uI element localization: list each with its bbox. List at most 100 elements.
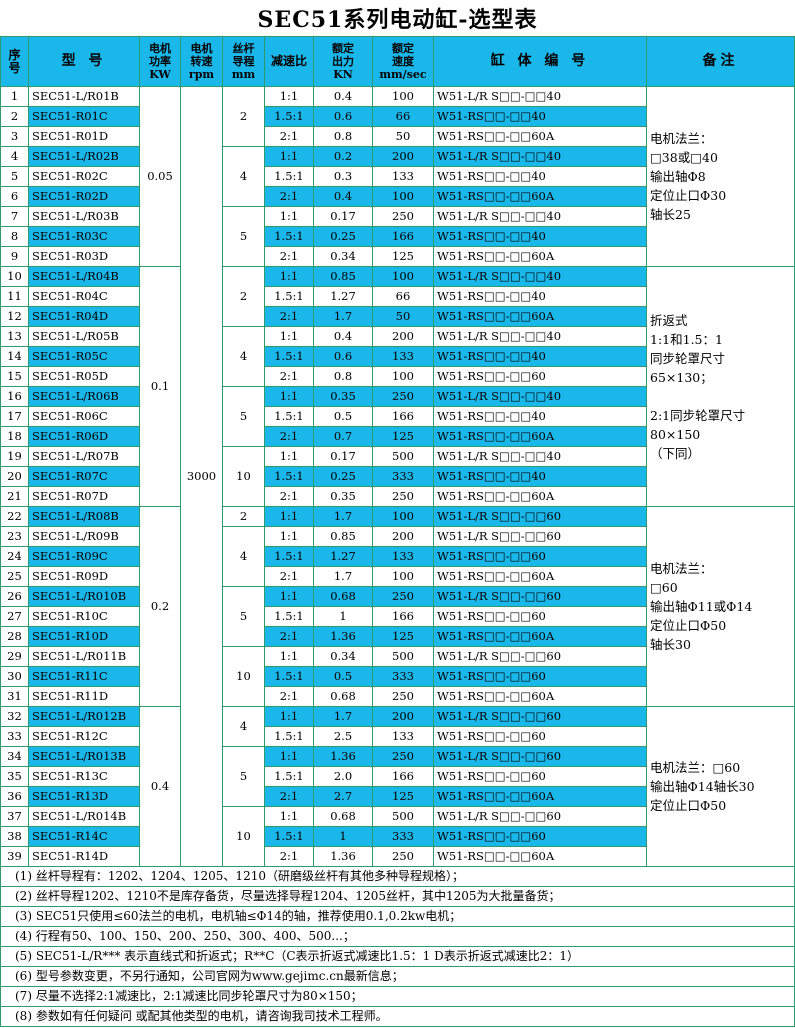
force-cell: 1.36: [313, 626, 373, 647]
code-cell: W51-RS□□-□□60A: [433, 126, 647, 147]
model-cell: SEC51-R09D: [28, 566, 140, 587]
note-text: (1) 丝杆导程有：1202、1204、1205、1210（研磨级丝杆有其他多种…: [0, 866, 795, 887]
header-line: 额定: [392, 42, 414, 55]
note-row: (5) SEC51-L/R*** 表示直线式和折返式；R**C（C表示折返式减速…: [0, 946, 795, 967]
remark-line: 同步轮罩尺寸: [650, 350, 726, 366]
row-number: 34: [0, 746, 29, 767]
remark-line: （下同）: [650, 445, 701, 461]
remark-line: 折返式: [650, 312, 688, 328]
table-row: 25 SEC51-R09D 2:1 1.7 100 W51-RS□□-□□60A: [0, 566, 795, 587]
velocity-cell: 66: [372, 106, 434, 127]
lead-cell: 10: [222, 446, 265, 507]
model-cell: SEC51-L/R05B: [28, 326, 140, 347]
code-cell: W51-RS□□-□□60: [433, 366, 647, 387]
model-cell: SEC51-L/R07B: [28, 446, 140, 467]
remark-line: 定位止口Φ30: [650, 188, 727, 203]
table-row: 30 SEC51-R11C 1.5:1 0.5 333 W51-RS□□-□□60: [0, 666, 795, 687]
remark-cell: 电机法兰： □38或□40 输出轴Φ8 定位止口Φ30 轴长25: [646, 86, 795, 267]
force-cell: 0.4: [313, 326, 373, 347]
velocity-cell: 125: [372, 246, 434, 267]
lead-cell: 2: [222, 506, 265, 527]
ratio-cell: 1.5:1: [264, 406, 314, 427]
header-motor-speed: 电机 转速 rpm: [180, 36, 223, 87]
code-cell: W51-RS□□-□□60A: [433, 186, 647, 207]
header-power: 电机 功率 KW: [139, 36, 181, 87]
force-cell: 1.27: [313, 546, 373, 567]
force-cell: 0.25: [313, 466, 373, 487]
header-line: rpm: [188, 68, 215, 81]
code-cell: W51-RS□□-□□60A: [433, 306, 647, 327]
velocity-cell: 133: [372, 166, 434, 187]
code-cell: W51-RS□□-□□60A: [433, 626, 647, 647]
velocity-cell: 200: [372, 706, 434, 727]
velocity-cell: 500: [372, 806, 434, 827]
code-cell: W51-L/R S□□-□□60: [433, 586, 647, 607]
ratio-cell: 1:1: [264, 86, 314, 107]
remark-cell: 电机法兰： □60 输出轴Φ11或Φ14 定位止口Φ50 轴长30: [646, 506, 795, 707]
force-cell: 0.35: [313, 386, 373, 407]
force-cell: 0.5: [313, 666, 373, 687]
row-number: 29: [0, 646, 29, 667]
row-number: 9: [0, 246, 29, 267]
code-cell: W51-RS□□-□□60A: [433, 426, 647, 447]
force-cell: 0.35: [313, 486, 373, 507]
note-row: (7) 尽量不选择2:1减速比，2:1减速比同步轮罩尺寸为80×150；: [0, 986, 795, 1007]
table-row: 1 SEC51-L/R01B 0.05 3000 2 1:1 0.4 100 W51-L/R S…: [0, 86, 795, 867]
model-cell: SEC51-R02D: [28, 186, 140, 207]
remark-line: 电机法兰：: [650, 131, 713, 146]
header-ratio: 减速比: [264, 36, 314, 87]
note-row: (3) SEC51只使用≤60法兰的电机，电机轴≤Φ14的轴，推荐使用0.1,0…: [0, 906, 795, 927]
table-row: 16 SEC51-L/R06B 5 1:1 0.35 250 W51-L/R S□□-□□4…: [0, 386, 795, 447]
code-cell: W51-L/R S□□-□□40: [433, 446, 647, 467]
row-number: 24: [0, 546, 29, 567]
model-cell: SEC51-R01C: [28, 106, 140, 127]
force-cell: 2.5: [313, 726, 373, 747]
velocity-cell: 250: [372, 206, 434, 227]
code-cell: W51-L/R S□□-□□60: [433, 526, 647, 547]
force-cell: 2.0: [313, 766, 373, 787]
table-row: 21 SEC51-R07D 2:1 0.35 250 W51-RS□□-□□60A: [0, 486, 795, 507]
header-line: KW: [149, 68, 171, 81]
force-cell: 1.36: [313, 746, 373, 767]
remark-cell: 电机法兰：□60 输出轴Φ14轴长30 定位止口Φ50: [646, 706, 795, 867]
header-line: 功率: [149, 55, 171, 68]
model-cell: SEC51-L/R03B: [28, 206, 140, 227]
code-cell: W51-RS□□-□□60: [433, 546, 647, 567]
row-number: 20: [0, 466, 29, 487]
code-cell: W51-RS□□-□□40: [433, 406, 647, 427]
table-row: 5 SEC51-R02C 1.5:1 0.3 133 W51-RS□□-□□40: [0, 166, 795, 187]
force-cell: 0.68: [313, 586, 373, 607]
table-row: 39 SEC51-R14D 2:1 1.36 250 W51-RS□□-□□60A: [0, 846, 795, 867]
header-model: 型 号: [28, 36, 140, 87]
velocity-cell: 500: [372, 646, 434, 667]
force-cell: 0.85: [313, 266, 373, 287]
table-row: 22 SEC51-L/R08B 0.2 2 1:1 1.7 100 W51-L/R S□□-□…: [0, 506, 795, 707]
remark-line: 1:1和1.5：1: [650, 331, 723, 347]
ratio-cell: 1:1: [264, 266, 314, 287]
force-cell: 0.17: [313, 446, 373, 467]
model-cell: SEC51-R11C: [28, 666, 140, 687]
row-number: 12: [0, 306, 29, 327]
row-number: 38: [0, 826, 29, 847]
row-number: 33: [0, 726, 29, 747]
remark-line: 电机法兰：□60: [650, 760, 741, 775]
row-number: 26: [0, 586, 29, 607]
model-cell: SEC51-R05C: [28, 346, 140, 367]
velocity-cell: 250: [372, 746, 434, 767]
row-number: 16: [0, 386, 29, 407]
model-cell: SEC51-L/R011B: [28, 646, 140, 667]
row-number: 23: [0, 526, 29, 547]
row-number: 14: [0, 346, 29, 367]
model-cell: SEC51-R01D: [28, 126, 140, 147]
ratio-cell: 2:1: [264, 366, 314, 387]
row-number: 2: [0, 106, 29, 127]
header-lead: 丝杆 导程 mm: [222, 36, 265, 87]
force-cell: 2.7: [313, 786, 373, 807]
power-cell: 0.4: [139, 706, 181, 867]
velocity-cell: 166: [372, 226, 434, 247]
ratio-cell: 1:1: [264, 206, 314, 227]
lead-cell: 10: [222, 646, 265, 707]
model-cell: SEC51-R06D: [28, 426, 140, 447]
row-number: 13: [0, 326, 29, 347]
ratio-cell: 1.5:1: [264, 466, 314, 487]
